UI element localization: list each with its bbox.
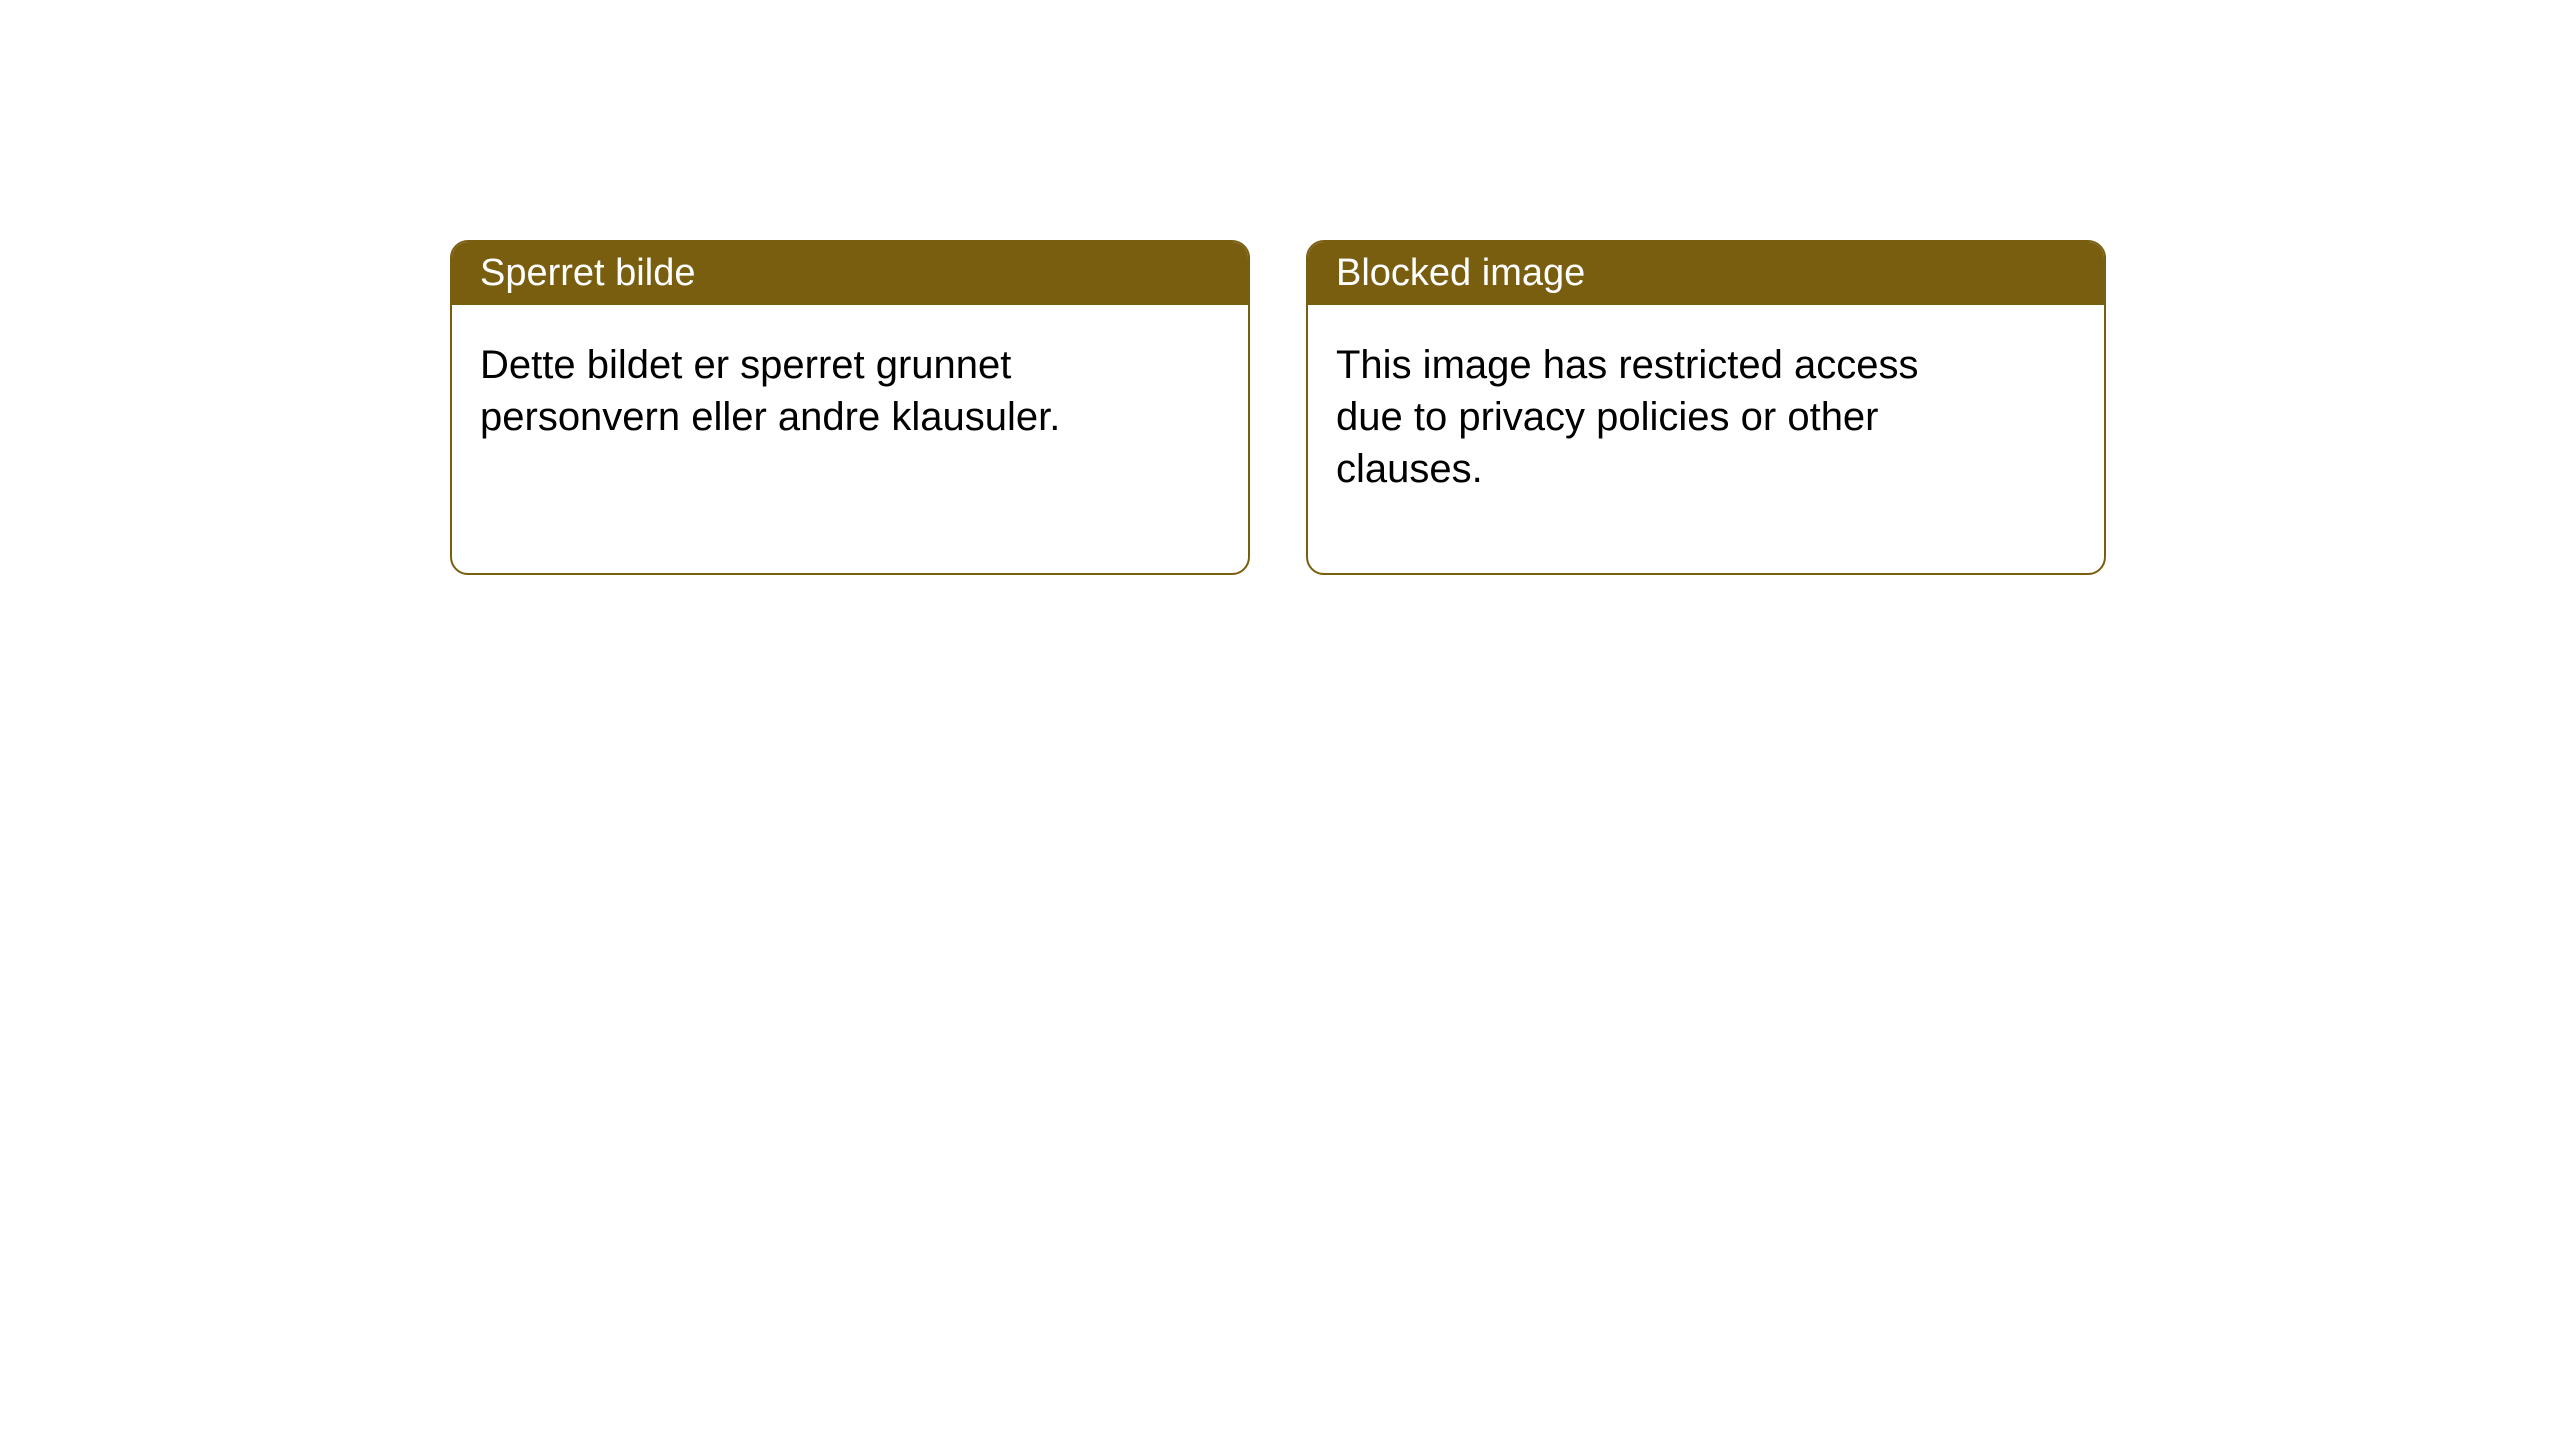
notice-container: Sperret bilde Dette bildet er sperret gr… [0, 0, 2560, 575]
notice-header: Blocked image [1308, 242, 2104, 305]
notice-card-norwegian: Sperret bilde Dette bildet er sperret gr… [450, 240, 1250, 575]
notice-card-english: Blocked image This image has restricted … [1306, 240, 2106, 575]
notice-title: Blocked image [1336, 252, 1585, 294]
notice-body: Dette bildet er sperret grunnet personve… [452, 305, 1132, 477]
notice-text: Dette bildet er sperret grunnet personve… [480, 343, 1060, 439]
notice-header: Sperret bilde [452, 242, 1248, 305]
notice-title: Sperret bilde [480, 252, 695, 294]
notice-text: This image has restricted access due to … [1336, 343, 1918, 491]
notice-body: This image has restricted access due to … [1308, 305, 1988, 529]
